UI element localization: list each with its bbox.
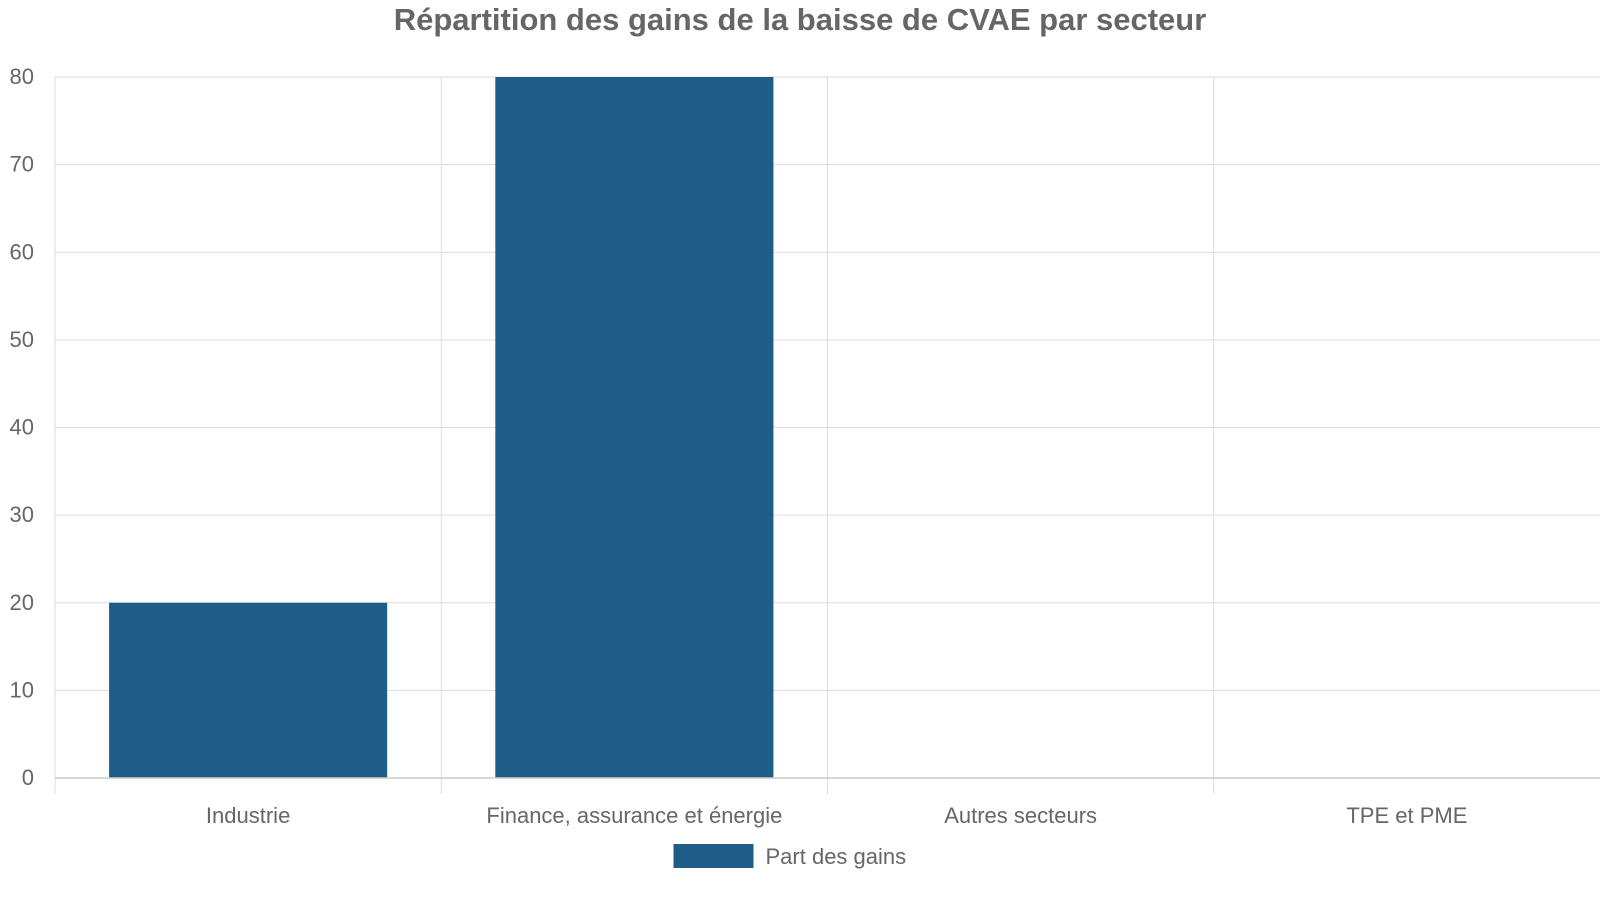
x-tick-label: TPE et PME (1346, 803, 1467, 828)
y-tick-label: 0 (22, 765, 34, 790)
x-tick-label: Industrie (206, 803, 290, 828)
bars (109, 77, 774, 778)
chart-title: Répartition des gains de la baisse de CV… (394, 2, 1207, 37)
x-tick-label: Autres secteurs (944, 803, 1097, 828)
y-tick-label: 40 (10, 415, 34, 440)
axes: 0 10 20 30 40 50 60 70 80 Industrie Finance, assur… (10, 64, 1600, 828)
y-tick-label: 50 (10, 327, 34, 352)
x-tick-label: Finance, assurance et énergie (486, 803, 782, 828)
y-tick-label: 60 (10, 239, 34, 264)
y-tick-label: 70 (10, 152, 34, 177)
y-tick-label: 80 (10, 64, 34, 89)
bar-1[interactable] (109, 602, 388, 778)
legend: Part des gains (673, 844, 907, 869)
legend-label[interactable]: Part des gains (766, 844, 907, 869)
y-tick-label: 10 (10, 677, 34, 702)
legend-swatch[interactable] (673, 844, 754, 868)
bar-2[interactable] (495, 77, 774, 778)
y-tick-label: 20 (10, 590, 34, 615)
y-tick-label: 30 (10, 502, 34, 527)
